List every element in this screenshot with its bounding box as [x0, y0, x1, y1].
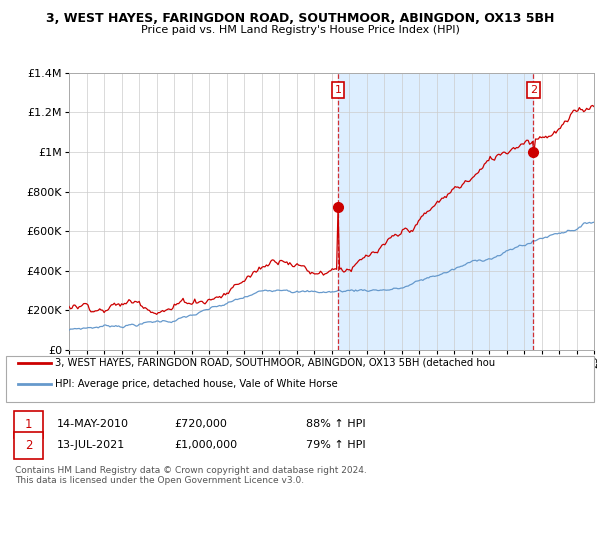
Text: £720,000: £720,000 [174, 419, 227, 430]
Text: 1: 1 [25, 418, 32, 431]
Text: 14-MAY-2010: 14-MAY-2010 [57, 419, 129, 430]
Text: £1,000,000: £1,000,000 [174, 440, 237, 450]
Text: 2: 2 [530, 85, 537, 95]
Bar [338, 73, 533, 350]
Text: 2: 2 [25, 438, 32, 452]
Text: 79% ↑ HPI: 79% ↑ HPI [306, 440, 365, 450]
Text: 13-JUL-2021: 13-JUL-2021 [57, 440, 125, 450]
Text: Contains HM Land Registry data © Crown copyright and database right 2024.
This d: Contains HM Land Registry data © Crown c… [15, 466, 367, 486]
Text: HPI: Average price, detached house, Vale of White Horse: HPI: Average price, detached house, Vale… [55, 379, 338, 389]
Text: 3, WEST HAYES, FARINGDON ROAD, SOUTHMOOR, ABINGDON, OX13 5BH: 3, WEST HAYES, FARINGDON ROAD, SOUTHMOOR… [46, 12, 554, 25]
Text: 1: 1 [334, 85, 341, 95]
Text: 88% ↑ HPI: 88% ↑ HPI [306, 419, 365, 430]
Text: 3, WEST HAYES, FARINGDON ROAD, SOUTHMOOR, ABINGDON, OX13 5BH (detached hou: 3, WEST HAYES, FARINGDON ROAD, SOUTHMOOR… [55, 358, 496, 368]
Text: Price paid vs. HM Land Registry's House Price Index (HPI): Price paid vs. HM Land Registry's House … [140, 25, 460, 35]
